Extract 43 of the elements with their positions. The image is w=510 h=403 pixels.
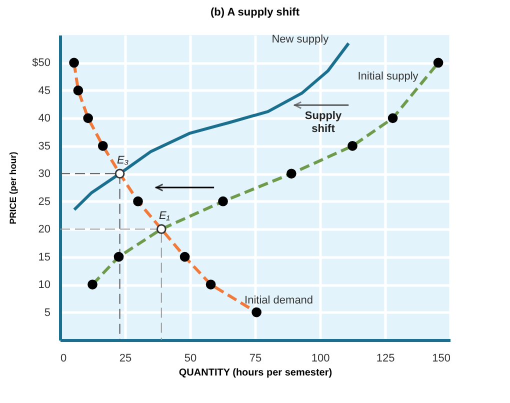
point — [98, 140, 108, 151]
point — [348, 140, 358, 151]
series-label: Initial supply — [358, 70, 419, 83]
y-axis-title: PRICE (per hour) — [8, 152, 18, 224]
series-label: Initial demand — [244, 294, 314, 306]
point — [114, 252, 124, 262]
y-tick-label: 35 — [38, 140, 50, 152]
y-tick-label: $50 — [32, 57, 50, 70]
point — [433, 58, 444, 68]
point — [83, 113, 94, 124]
point — [252, 307, 262, 318]
point — [286, 168, 296, 179]
annotation: Supply shift — [304, 110, 342, 135]
x-tick-label: 25 — [119, 352, 132, 364]
x-tick-label: 125 — [376, 352, 395, 364]
x-tick-label: 100 — [311, 352, 330, 364]
x-tick-label: 150 — [432, 352, 450, 364]
y-tick-label: 40 — [38, 112, 50, 125]
y-tick-label: 5 — [44, 306, 50, 319]
y-tick-label: 20 — [38, 224, 50, 236]
y-tick-label: 45 — [38, 84, 50, 97]
point — [388, 113, 398, 124]
point — [156, 224, 166, 234]
x-axis-title: QUANTITY (hours per semester) — [178, 368, 332, 378]
point — [206, 280, 216, 290]
point — [218, 196, 228, 206]
series-label: New supply — [272, 33, 330, 46]
point — [133, 196, 143, 206]
y-tick-label: 25 — [38, 196, 50, 208]
point — [69, 58, 79, 68]
point — [88, 280, 98, 290]
y-tick-label: 15 — [38, 251, 50, 264]
point — [73, 86, 84, 96]
x-tick-label: 75 — [249, 352, 262, 364]
x-tick-label: 50 — [184, 352, 197, 364]
point — [114, 168, 125, 179]
annotation: E₃ — [116, 154, 130, 167]
chart-title: (b) A supply shift — [210, 6, 300, 18]
y-tick-label: 30 — [38, 168, 50, 180]
x-tick-label: 0 — [60, 352, 67, 364]
point — [180, 252, 190, 262]
y-tick-label: 10 — [38, 279, 50, 292]
annotation: E₁ — [158, 210, 170, 222]
